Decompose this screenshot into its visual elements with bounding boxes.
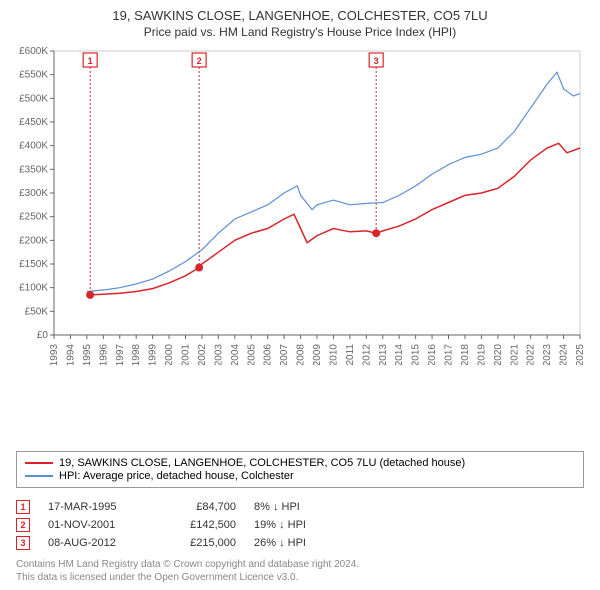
- svg-text:2018: 2018: [460, 344, 471, 365]
- price-point-dot: [372, 229, 380, 237]
- svg-text:2025: 2025: [575, 344, 586, 365]
- svg-text:£350K: £350K: [19, 164, 48, 175]
- svg-text:2014: 2014: [394, 344, 405, 365]
- price-point-row: 3 08-AUG-2012 £215,000 26% ↓ HPI: [16, 536, 584, 550]
- price-point-date: 08-AUG-2012: [48, 537, 148, 549]
- svg-text:2003: 2003: [213, 344, 224, 365]
- price-point-price: £142,500: [166, 519, 236, 531]
- price-point-marker: 2: [16, 518, 30, 532]
- svg-text:2002: 2002: [197, 344, 208, 365]
- svg-text:2007: 2007: [279, 344, 290, 365]
- svg-text:1995: 1995: [82, 344, 93, 365]
- svg-text:2004: 2004: [230, 344, 241, 365]
- svg-text:2010: 2010: [328, 344, 339, 365]
- price-points-table: 1 17-MAR-1995 £84,700 8% ↓ HPI 2 01-NOV-2001 £…: [16, 496, 584, 554]
- svg-text:2000: 2000: [164, 344, 175, 365]
- footnote-line-2: This data is licensed under the Open Gov…: [16, 571, 584, 584]
- svg-text:2015: 2015: [411, 344, 422, 365]
- svg-text:2009: 2009: [312, 344, 323, 365]
- svg-text:2023: 2023: [542, 344, 553, 365]
- svg-text:£100K: £100K: [19, 283, 48, 294]
- price-point-date: 17-MAR-1995: [48, 501, 148, 513]
- svg-text:£550K: £550K: [19, 70, 48, 81]
- svg-text:£0: £0: [37, 330, 49, 341]
- svg-text:2013: 2013: [378, 344, 389, 365]
- svg-text:£450K: £450K: [19, 117, 48, 128]
- series-property_price: [90, 143, 580, 295]
- legend-box: 19, SAWKINS CLOSE, LANGENHOE, COLCHESTER…: [16, 451, 584, 488]
- svg-text:1: 1: [88, 56, 93, 66]
- price-point-dot: [86, 291, 94, 299]
- svg-text:£200K: £200K: [19, 235, 48, 246]
- legend-label: HPI: Average price, detached house, Colc…: [59, 470, 294, 482]
- price-point-dot: [195, 264, 203, 272]
- svg-text:£300K: £300K: [19, 188, 48, 199]
- legend-item: 19, SAWKINS CLOSE, LANGENHOE, COLCHESTER…: [25, 457, 575, 469]
- footnote: Contains HM Land Registry data © Crown c…: [16, 558, 584, 584]
- svg-text:2020: 2020: [493, 344, 504, 365]
- chart-title: 19, SAWKINS CLOSE, LANGENHOE, COLCHESTER…: [12, 8, 588, 23]
- chart-area: £0 £50K £100K £150K £200K £250K £300K £350K £400…: [12, 45, 588, 445]
- svg-text:2024: 2024: [559, 344, 570, 365]
- svg-text:2012: 2012: [361, 344, 372, 365]
- svg-text:1999: 1999: [148, 344, 159, 365]
- svg-text:£50K: £50K: [25, 306, 49, 317]
- svg-text:2008: 2008: [296, 344, 307, 365]
- price-point-marker: 3: [16, 536, 30, 550]
- price-point-marker: 1: [16, 500, 30, 514]
- price-point-diff: 26% ↓ HPI: [254, 537, 344, 549]
- svg-text:1996: 1996: [98, 344, 109, 365]
- price-point-row: 1 17-MAR-1995 £84,700 8% ↓ HPI: [16, 500, 584, 514]
- svg-text:1997: 1997: [115, 344, 126, 365]
- svg-text:2: 2: [197, 56, 202, 66]
- svg-text:2001: 2001: [181, 344, 192, 365]
- line-chart-svg: £0 £50K £100K £150K £200K £250K £300K £350K £400…: [12, 45, 588, 365]
- price-point-price: £84,700: [166, 501, 236, 513]
- svg-text:£500K: £500K: [19, 93, 48, 104]
- svg-text:1998: 1998: [131, 344, 142, 365]
- svg-text:2005: 2005: [246, 344, 257, 365]
- svg-text:2016: 2016: [427, 344, 438, 365]
- chart-subtitle: Price paid vs. HM Land Registry's House …: [12, 25, 588, 39]
- svg-text:2019: 2019: [476, 344, 487, 365]
- svg-text:2006: 2006: [263, 344, 274, 365]
- svg-text:1993: 1993: [49, 344, 60, 365]
- price-point-diff: 8% ↓ HPI: [254, 501, 344, 513]
- legend-swatch: [25, 475, 53, 477]
- titles-block: 19, SAWKINS CLOSE, LANGENHOE, COLCHESTER…: [12, 8, 588, 39]
- svg-text:2022: 2022: [526, 344, 537, 365]
- legend-swatch: [25, 462, 53, 464]
- svg-text:3: 3: [374, 56, 379, 66]
- svg-text:£400K: £400K: [19, 141, 48, 152]
- svg-text:2011: 2011: [345, 344, 356, 365]
- svg-text:1994: 1994: [65, 344, 76, 365]
- svg-text:2017: 2017: [444, 344, 455, 365]
- chart-container: 19, SAWKINS CLOSE, LANGENHOE, COLCHESTER…: [0, 0, 600, 590]
- price-point-date: 01-NOV-2001: [48, 519, 148, 531]
- price-point-diff: 19% ↓ HPI: [254, 519, 344, 531]
- svg-text:£150K: £150K: [19, 259, 48, 270]
- svg-text:£600K: £600K: [19, 46, 48, 57]
- price-point-price: £215,000: [166, 537, 236, 549]
- legend-item: HPI: Average price, detached house, Colc…: [25, 470, 575, 482]
- svg-text:£250K: £250K: [19, 212, 48, 223]
- price-point-row: 2 01-NOV-2001 £142,500 19% ↓ HPI: [16, 518, 584, 532]
- legend-label: 19, SAWKINS CLOSE, LANGENHOE, COLCHESTER…: [59, 457, 465, 469]
- footnote-line-1: Contains HM Land Registry data © Crown c…: [16, 558, 584, 571]
- svg-text:2021: 2021: [509, 344, 520, 365]
